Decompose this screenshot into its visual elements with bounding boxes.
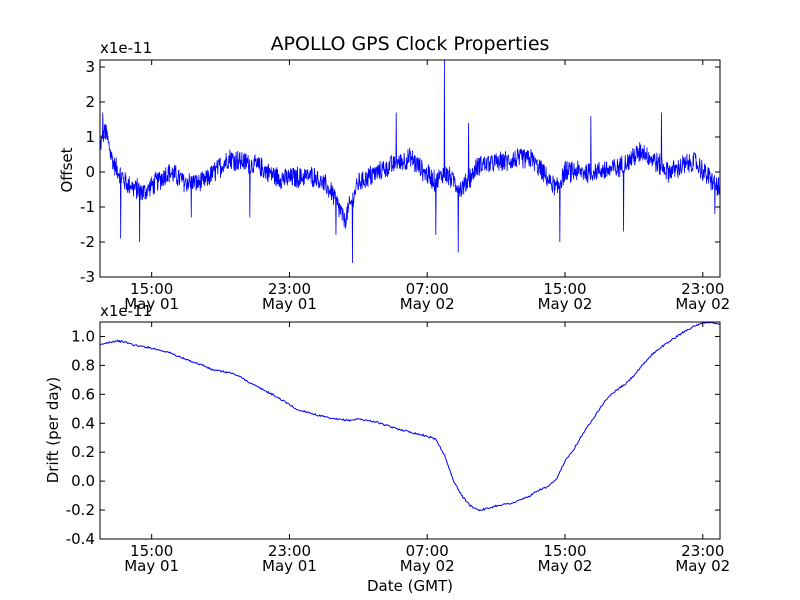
offset-y-tick-label: 1	[85, 128, 95, 146]
x-axis-label: Date (GMT)	[367, 577, 453, 595]
drift-x-tick-date: May 02	[675, 557, 730, 575]
drift-x-tick-time: 15:00	[130, 542, 173, 560]
drift-x-tick-date: May 01	[262, 557, 317, 575]
drift-y-axis-label: Drift (per day)	[44, 377, 62, 484]
offset-y-tick-label: -3	[80, 268, 95, 286]
offset-x-tick-date: May 02	[400, 295, 455, 313]
drift-y-ticks: 1.0 0.8 0.6 0.4 0.2 0.0 -0.2 -0.4	[66, 327, 720, 548]
drift-x-tick-date: May 02	[400, 557, 455, 575]
offset-x-tick-time: 15:00	[543, 280, 586, 298]
offset-x-tick-date: May 01	[124, 295, 179, 313]
drift-x-tick-time: 15:00	[543, 542, 586, 560]
drift-y-tick-label: 0.2	[71, 443, 95, 461]
drift-x-tick-time: 23:00	[268, 542, 311, 560]
offset-x-tick-time: 23:00	[268, 280, 311, 298]
offset-y-tick-label: 3	[85, 58, 95, 76]
offset-plot-frame	[99, 59, 721, 278]
drift-y-multiplier: x1e-11	[100, 302, 152, 320]
drift-y-tick-label: 1.0	[71, 327, 95, 345]
drift-y-tick-label: -0.2	[66, 501, 95, 519]
offset-y-ticks: 3 2 1 0 -1 -2 -3	[80, 58, 720, 286]
offset-panel: APOLLO GPS Clock Properties x1e-11 Offse…	[58, 33, 730, 313]
chart-title: APOLLO GPS Clock Properties	[271, 33, 550, 55]
offset-x-tick-date: May 01	[262, 295, 317, 313]
drift-y-tick-label: -0.4	[66, 530, 95, 548]
offset-x-tick-date: May 02	[538, 295, 593, 313]
offset-x-tick-time: 23:00	[681, 280, 724, 298]
drift-series-line	[99, 321, 721, 512]
drift-x-tick-date: May 02	[538, 557, 593, 575]
drift-y-tick-label: 0.6	[71, 385, 95, 403]
offset-y-multiplier: x1e-11	[100, 39, 152, 57]
offset-y-tick-label: -2	[80, 233, 95, 251]
drift-x-tick-time: 23:00	[681, 542, 724, 560]
offset-y-tick-label: 2	[85, 93, 95, 111]
offset-y-tick-label: -1	[80, 198, 95, 216]
drift-y-tick-label: 0.0	[71, 472, 95, 490]
drift-y-tick-label: 0.4	[71, 414, 95, 432]
drift-x-tick-date: May 01	[124, 557, 179, 575]
drift-panel: x1e-11 Drift (per day) 1.0 0.8 0.6 0.4 0.2 0.…	[44, 302, 730, 595]
offset-x-tick-time: 15:00	[130, 280, 173, 298]
offset-y-axis-label: Offset	[58, 147, 76, 192]
offset-y-tick-label: 0	[85, 163, 95, 181]
offset-x-tick-date: May 02	[675, 295, 730, 313]
offset-series-line	[99, 59, 721, 264]
offset-x-tick-time: 07:00	[406, 280, 449, 298]
drift-x-tick-time: 07:00	[406, 542, 449, 560]
drift-y-tick-label: 0.8	[71, 356, 95, 374]
drift-plot-frame	[99, 321, 721, 540]
